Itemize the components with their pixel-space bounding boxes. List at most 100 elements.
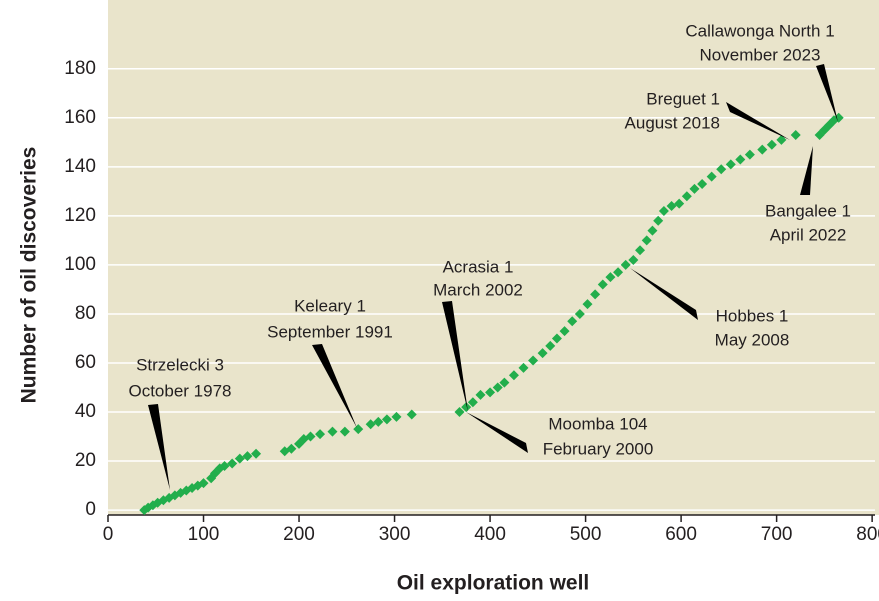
annotation-date: March 2002 [433, 280, 523, 299]
y-tick-label: 80 [75, 303, 96, 324]
data-point [528, 355, 539, 366]
data-point [620, 259, 631, 270]
data-point [551, 333, 562, 344]
y-tick-label: 140 [64, 156, 96, 177]
annotation-date: April 2022 [770, 225, 847, 244]
callout-pointer [800, 146, 813, 195]
data-point [381, 414, 392, 425]
y-tick-label: 0 [85, 499, 96, 520]
data-point [406, 409, 417, 420]
y-tick-label: 100 [64, 254, 96, 275]
x-tick-label: 0 [103, 524, 114, 545]
data-point [735, 154, 746, 165]
annotation-date: September 1991 [267, 322, 393, 341]
y-tick-label: 40 [75, 401, 96, 422]
data-point [559, 326, 570, 337]
data-point [353, 424, 364, 435]
data-point [725, 159, 736, 170]
data-point [666, 201, 677, 212]
annotation-name: Bangalee 1 [765, 201, 851, 220]
callout-pointer [630, 268, 698, 320]
data-point [744, 149, 755, 160]
data-point [508, 370, 519, 381]
data-point [315, 429, 326, 440]
data-point [454, 407, 465, 418]
annotation-name: Callawonga North 1 [685, 21, 834, 40]
x-tick-label: 200 [283, 524, 315, 545]
x-tick-label: 700 [761, 524, 793, 545]
data-point [373, 416, 384, 427]
callout-pointer [466, 412, 528, 453]
data-point [365, 419, 376, 430]
annotation-name: Strzelecki 3 [136, 355, 224, 374]
data-point [485, 387, 496, 398]
data-point [467, 397, 478, 408]
data-point [697, 178, 708, 189]
data-point [251, 448, 262, 459]
data-point [305, 431, 316, 442]
y-tick-label: 60 [75, 352, 96, 373]
data-point [219, 460, 230, 471]
y-tick-label: 180 [64, 58, 96, 79]
data-point [605, 272, 616, 283]
data-point [653, 215, 664, 226]
callout-pointer [442, 301, 468, 412]
data-point [574, 308, 585, 319]
data-point [227, 458, 238, 469]
data-point [475, 389, 486, 400]
annotation-name: Hobbes 1 [716, 306, 789, 325]
data-point [518, 362, 529, 373]
annotation-date: October 1978 [128, 381, 231, 400]
y-tick-label: 120 [64, 205, 96, 226]
annotation-date: May 2008 [715, 330, 790, 349]
data-point [567, 316, 578, 327]
data-point [628, 255, 639, 265]
data-point [613, 267, 624, 278]
data-point [545, 340, 556, 351]
y-axis-label: Number of oil discoveries [18, 147, 41, 404]
callout-pointer [726, 102, 790, 140]
data-point [716, 164, 727, 175]
y-tick-label: 160 [64, 107, 96, 128]
data-point [590, 289, 601, 300]
x-tick-label: 100 [188, 524, 220, 545]
data-point [242, 451, 253, 462]
data-point [582, 299, 593, 310]
data-point [461, 402, 472, 413]
annotation-name: Acrasia 1 [443, 257, 514, 276]
data-point [757, 144, 768, 155]
data-point [689, 183, 700, 194]
data-point [681, 191, 692, 202]
data-point [499, 377, 510, 388]
data-point [706, 171, 717, 182]
data-point [492, 382, 503, 393]
data-point [647, 225, 658, 236]
data-point [339, 426, 350, 437]
x-axis-label: Oil exploration well [397, 572, 590, 595]
data-point [327, 426, 338, 437]
data-point [391, 411, 402, 422]
data-point [766, 139, 777, 150]
annotation-date: August 2018 [625, 113, 720, 132]
x-tick-label: 300 [379, 524, 411, 545]
x-tick-label: 600 [665, 524, 697, 545]
data-point [537, 348, 548, 359]
callout-pointer [312, 344, 357, 428]
annotation-date: February 2000 [543, 439, 654, 458]
annotation-name: Moomba 104 [548, 414, 647, 433]
data-point [658, 205, 669, 216]
x-tick-label: 400 [474, 524, 506, 545]
data-point [597, 279, 608, 290]
y-tick-label: 20 [75, 450, 96, 471]
x-tick-label: 500 [570, 524, 602, 545]
data-point [641, 235, 652, 246]
data-point [674, 198, 685, 209]
data-point [776, 134, 787, 145]
callout-pointer [148, 404, 170, 490]
x-tick-label: 800 [856, 524, 879, 545]
data-point [635, 245, 646, 256]
annotation-name: Keleary 1 [294, 296, 366, 315]
annotation-name: Breguet 1 [646, 89, 720, 108]
data-point [198, 478, 209, 489]
